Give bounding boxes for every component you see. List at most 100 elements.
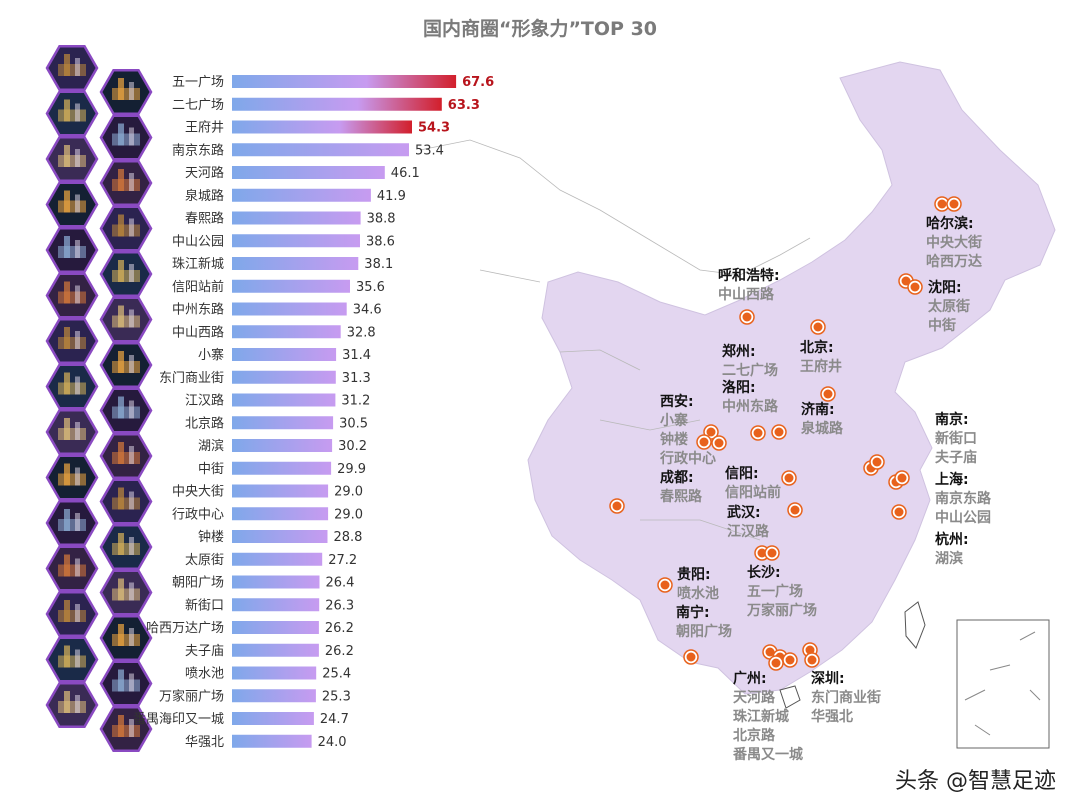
category-label: 朝阳广场 xyxy=(172,576,224,591)
hexagon-building xyxy=(75,331,80,349)
map-marker xyxy=(907,279,923,295)
hexagon-scene xyxy=(112,634,140,646)
hexagon-scene xyxy=(58,291,86,304)
hexagon-building xyxy=(129,491,134,510)
hexagon-building xyxy=(64,418,70,440)
category-label: 太原街 xyxy=(185,553,224,568)
category-label: 王府井 xyxy=(185,121,224,136)
map-marker xyxy=(768,655,784,671)
value-label: 30.5 xyxy=(339,416,368,431)
map-marker xyxy=(894,470,910,486)
hexagon-building xyxy=(118,214,124,237)
photo-hexagons xyxy=(45,45,153,752)
map-label-place: 行政中心 xyxy=(659,450,716,467)
value-label: 24.0 xyxy=(318,735,347,750)
marker-dot xyxy=(742,312,752,322)
hexagon-building xyxy=(75,285,80,304)
hexagon-photo xyxy=(45,90,99,137)
map-label-city: 信阳: xyxy=(725,465,759,482)
map-label-city: 成都: xyxy=(660,469,694,486)
hexagon-building xyxy=(64,509,70,531)
map-label-place: 哈西万达 xyxy=(926,253,982,270)
hexagon-photo xyxy=(99,660,153,707)
map-label-place: 中山西路 xyxy=(718,286,775,303)
category-label: 东门商业街 xyxy=(159,371,224,386)
value-label: 26.3 xyxy=(325,598,354,613)
marker-dot xyxy=(660,580,670,590)
bar xyxy=(232,621,319,634)
hexagon-building xyxy=(118,123,124,146)
bar xyxy=(232,461,332,475)
hexagon-building xyxy=(118,533,124,555)
hexagon-photo xyxy=(45,136,99,182)
map-label-city: 贵阳: xyxy=(677,566,711,583)
hexagon-building xyxy=(75,513,80,531)
hexagon-building xyxy=(64,554,70,577)
category-label: 中街 xyxy=(198,462,224,477)
hexagon-scene xyxy=(112,361,140,373)
marker-dot xyxy=(706,427,716,437)
hexagon-building xyxy=(129,582,134,601)
map-borders xyxy=(419,139,811,541)
value-label: 31.4 xyxy=(342,348,371,363)
map-label-city: 沈阳: xyxy=(928,279,962,296)
marker-dot xyxy=(765,647,775,657)
hexagon-photo xyxy=(45,591,99,637)
map-label-city: 上海: xyxy=(935,471,969,488)
map-label-city: 洛阳: xyxy=(722,379,756,396)
hexagon-scene xyxy=(112,406,140,419)
category-label: 钟楼 xyxy=(198,529,224,545)
category-label: 番禺海印又一城 xyxy=(133,712,224,727)
category-label: 夫子庙 xyxy=(185,644,224,659)
map-label-city: 深圳: xyxy=(811,670,845,687)
map-label-place: 中州东路 xyxy=(722,398,779,415)
map-marker xyxy=(739,309,755,325)
hexagon-building xyxy=(75,695,80,713)
hexagon-building xyxy=(129,173,134,191)
marker-dot xyxy=(686,652,696,662)
bar xyxy=(232,302,347,316)
bar xyxy=(232,643,319,657)
hexagon-scene xyxy=(58,701,86,713)
hexagon-building xyxy=(64,54,70,76)
category-label: 江汉路 xyxy=(185,393,224,409)
map-silhouette xyxy=(527,61,1056,695)
hexagon-building xyxy=(118,351,124,373)
map-marker xyxy=(820,386,836,402)
bar xyxy=(232,120,412,134)
hexagon-building xyxy=(129,719,134,737)
category-label: 泉城路 xyxy=(185,188,224,204)
hexagon-photo xyxy=(99,160,153,206)
map-label-place: 湖滨 xyxy=(935,550,963,567)
hexagon-building xyxy=(64,600,70,622)
map-label-place: 泉城路 xyxy=(801,420,844,437)
bar xyxy=(232,75,457,88)
value-label: 26.4 xyxy=(326,576,355,591)
map-marker xyxy=(891,504,907,520)
hexagon-building xyxy=(129,400,134,419)
hexagon-photo xyxy=(99,524,153,570)
hexagon-photo xyxy=(45,545,99,592)
map-label-place: 信阳站前 xyxy=(725,484,781,501)
value-label: 38.8 xyxy=(367,212,396,227)
value-label: 38.1 xyxy=(364,257,393,272)
bar xyxy=(232,552,323,566)
map-label-group: 贵阳: 喷水池 xyxy=(677,566,719,602)
map-label-place: 华强北 xyxy=(811,708,853,725)
map-label-place: 新街口 xyxy=(935,430,977,447)
hexagon-building xyxy=(64,190,70,213)
hexagon-building xyxy=(129,264,134,282)
bar xyxy=(232,530,328,543)
hexagon-building xyxy=(64,281,70,304)
value-label: 46.1 xyxy=(391,166,420,181)
category-label: 中州东路 xyxy=(172,302,224,318)
map-label-place: 珠江新城 xyxy=(733,708,789,725)
marker-dot xyxy=(790,505,800,515)
map-marker xyxy=(696,434,712,450)
map-marker xyxy=(810,319,826,335)
value-label: 35.6 xyxy=(356,280,385,295)
